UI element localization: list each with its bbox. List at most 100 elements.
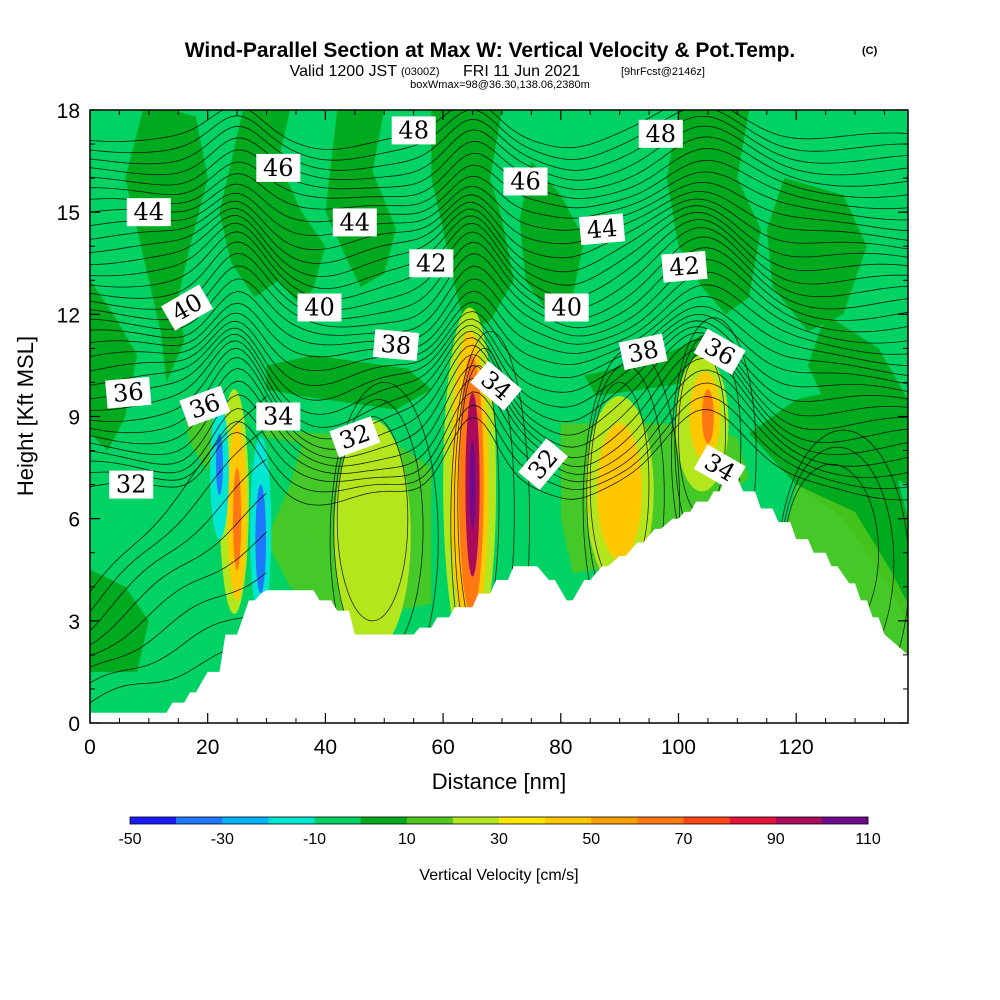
theta-isentrope [90, 492, 267, 646]
colorbar-title: Vertical Velocity [cm/s] [419, 867, 578, 884]
contour-label-text: 40 [551, 294, 582, 322]
contour-label-text: 44 [586, 214, 619, 245]
contour-label-text: 38 [380, 330, 413, 361]
theta-contour-label: 44 [126, 198, 171, 227]
weak-updraft-band [266, 355, 432, 410]
contour-label-background [544, 293, 589, 322]
theta-contour-label: 32 [109, 470, 154, 499]
contour-label-text: 46 [263, 154, 294, 182]
theta-isentrope [90, 296, 908, 372]
contour-label-background [503, 167, 548, 196]
colorbar-swatch [130, 817, 177, 824]
contour-label-background [256, 402, 301, 431]
contour-label-background [372, 329, 420, 361]
theta-isentrope [90, 326, 908, 428]
updraft-cell [469, 440, 476, 529]
contour-label-text: 42 [416, 249, 447, 277]
weak-updraft-band [519, 161, 585, 315]
colorbar-swatch [545, 817, 592, 824]
theta-isentrope [90, 198, 908, 264]
colorbar-tick-label: 110 [855, 831, 881, 848]
theta-isentrope [90, 271, 908, 346]
y-axis-label: Height [Kft MSL] [13, 336, 38, 496]
colorbar-swatch [314, 817, 361, 824]
theta-isentrope [90, 148, 908, 199]
contour-label-background [329, 416, 381, 458]
theta-isentrope [90, 181, 908, 237]
colorbar-tick-label: 90 [767, 831, 785, 848]
y-tick-label: 0 [68, 713, 80, 736]
weak-updraft-band [431, 110, 514, 332]
colorbar-swatch [729, 817, 776, 824]
theta-isentrope [90, 227, 908, 311]
theta-contour-label: 38 [618, 333, 668, 371]
theta-isentrope [90, 191, 908, 251]
theta-isentrope [90, 427, 267, 613]
y-tick-label: 18 [57, 100, 80, 123]
contour-label-background [661, 250, 708, 283]
colorbar-swatch [268, 817, 315, 824]
colorbar-tick-label: -10 [303, 831, 326, 848]
contour-label-text: 46 [510, 168, 541, 196]
contour-label-background [618, 333, 668, 371]
theta-contour-label: 34 [256, 402, 301, 431]
theta-isentrope [90, 320, 908, 415]
contour-label-text: 48 [398, 116, 429, 144]
colorbar-tick-label: -50 [118, 831, 141, 848]
theta-isentrope [90, 211, 908, 290]
contour-label-background [693, 328, 746, 375]
y-tick-label: 15 [57, 202, 80, 225]
contour-label-text: 32 [116, 471, 147, 499]
contour-label-background [126, 198, 171, 227]
valid-time-line: Valid 1200 JST (0300Z) FRI 11 Jun 2021 [… [290, 63, 705, 80]
theta-isentrope [90, 115, 908, 171]
x-axis-label: Distance [nm] [432, 769, 567, 794]
terrain [90, 477, 908, 723]
theta-contour-label: 46 [503, 167, 548, 196]
colorbar-tick-label: 10 [398, 831, 416, 848]
valid-prefix: Valid 1200 JST [290, 63, 398, 80]
contour-label-text: 44 [340, 208, 371, 236]
theta-contour-label: 42 [661, 250, 708, 283]
contour-label-text: 34 [263, 403, 294, 431]
contour-label-text: 48 [646, 120, 677, 148]
colorbar-tick-label: -30 [211, 831, 234, 848]
colorbar-swatch [683, 817, 730, 824]
valid-date: FRI 11 Jun 2021 [463, 63, 580, 80]
copyright-mark: (C) [862, 45, 878, 57]
theta-isentrope [90, 110, 908, 150]
theta-isentrope [90, 610, 267, 684]
theta-isentrope [90, 396, 908, 493]
boxwmax-subtitle: boxWmax=98@36.30,138.06,2380m [410, 79, 590, 91]
theta-isentrope [90, 205, 908, 277]
theta-isentrope [90, 247, 908, 329]
contour-label-background [109, 470, 154, 499]
y-tick-label: 3 [68, 611, 80, 634]
x-tick-label: 20 [196, 736, 219, 759]
theta-isentrope [90, 305, 908, 386]
theta-isentrope [90, 110, 908, 161]
theta-isentrope [336, 416, 409, 622]
theta-isentrope [90, 136, 908, 191]
colorbar-tick-label: 70 [675, 831, 693, 848]
contour-label-background [578, 213, 626, 246]
forecast-info: [9hrFcst@2146z] [621, 66, 705, 78]
colorbar-swatch [222, 817, 269, 824]
theta-contour-label: 42 [409, 249, 454, 278]
theta-contour-label: 48 [391, 116, 436, 145]
theta-isentrope [90, 382, 908, 483]
theta-isentrope [90, 284, 908, 358]
colorbar: -50 -30 -10 10 30 50 70 90 110 [118, 816, 881, 848]
contour-label-background [638, 119, 683, 148]
contour-label-text: 40 [304, 294, 335, 322]
colorbar-swatch [499, 817, 546, 824]
contour-label-background [179, 385, 231, 427]
theta-isentrope [90, 395, 267, 593]
contour-label-text: 42 [668, 251, 701, 282]
theta-contour-label: 44 [332, 208, 377, 237]
x-tick-label: 40 [314, 736, 337, 759]
utc-time: (0300Z) [401, 66, 440, 78]
theta-contour-label: 46 [256, 153, 301, 182]
